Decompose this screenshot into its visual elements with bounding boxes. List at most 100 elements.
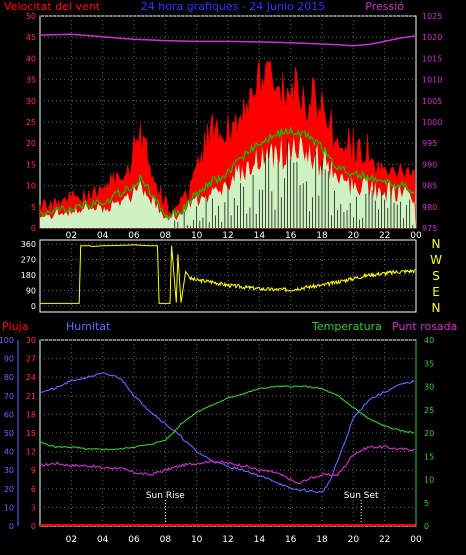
x-tick-label: 12 [222, 231, 233, 241]
x-tick-label: 00 [410, 535, 422, 545]
temperature-label: Temperatura [311, 320, 382, 333]
rain-y-tick-label: 27 [26, 355, 36, 364]
temperature-y-tick-label: 20 [424, 429, 434, 438]
wind-y-tick-label: 10 [26, 182, 36, 191]
direction-y-tick-label: 360 [21, 240, 36, 249]
x-tick-label: 22 [379, 535, 390, 545]
wind-average-series [39, 126, 415, 220]
x-tick-label: 20 [348, 231, 360, 241]
temperature-y-tick-label: 10 [424, 476, 434, 485]
wind-y-tick-label: 15 [26, 160, 36, 169]
compass-letter: E [432, 285, 440, 299]
rain-label: Pluja [2, 320, 28, 333]
direction-y-tick-label: 270 [21, 256, 36, 265]
x-tick-label: 04 [97, 231, 109, 241]
x-tick-label: 10 [191, 231, 203, 241]
pressure-y-tick-label: 1020 [422, 33, 442, 42]
x-tick-label: 02 [66, 535, 77, 545]
x-tick-label: 08 [160, 231, 172, 241]
temperature-series [39, 385, 415, 451]
pressure-y-tick-label: 1000 [422, 118, 442, 127]
dewpoint-series [39, 444, 415, 485]
compass-letter: S [432, 269, 440, 283]
wind-y-tick-label: 45 [26, 33, 36, 42]
direction-y-tick-label: 0 [31, 302, 36, 311]
temperature-y-tick-label: 35 [424, 359, 434, 368]
temperature-y-tick-label: 30 [424, 383, 434, 392]
dewpoint-label: Punt rosada [392, 320, 457, 333]
rain-y-tick-label: 18 [26, 410, 36, 419]
temperature-y-tick-label: 5 [424, 499, 429, 508]
pressure-y-tick-label: 985 [422, 182, 437, 191]
wind-speed-label: Velocitat del vent [4, 0, 101, 13]
compass-letter: N [432, 301, 441, 315]
direction-y-tick-label: 180 [21, 271, 36, 280]
humidity-y-tick-label: 70 [4, 392, 14, 401]
x-tick-label: 02 [66, 231, 77, 241]
x-tick-label: 10 [191, 535, 203, 545]
temperature-y-tick-label: 15 [424, 452, 434, 461]
sunset-label: Sun Set [344, 491, 379, 501]
x-tick-label: 00 [410, 231, 422, 241]
x-tick-label: 18 [316, 535, 328, 545]
rain-y-tick-label: 6 [31, 485, 36, 494]
x-tick-label: 06 [128, 231, 140, 241]
humidity-y-tick-label: 60 [4, 410, 14, 419]
x-tick-label: 12 [222, 535, 233, 545]
x-tick-label: 06 [128, 535, 140, 545]
humidity-y-tick-label: 80 [4, 373, 14, 382]
wind-y-tick-label: 25 [26, 118, 36, 127]
wind-y-tick-label: 40 [26, 54, 36, 63]
pressure-y-tick-label: 990 [422, 160, 437, 169]
pressure-y-tick-label: 1025 [422, 12, 442, 21]
wind-direction-series [40, 244, 416, 304]
x-tick-label: 18 [316, 231, 328, 241]
humidity-y-tick-label: 50 [4, 429, 14, 438]
x-tick-label: 16 [285, 535, 297, 545]
direction-y-tick-label: 90 [26, 287, 36, 296]
wind-y-tick-label: 20 [26, 139, 36, 148]
wind-y-tick-label: 30 [26, 97, 36, 106]
x-tick-label: 08 [160, 535, 172, 545]
temperature-y-tick-label: 0 [424, 522, 429, 531]
humidity-y-tick-label: 40 [4, 448, 14, 457]
humidity-y-tick-label: 30 [4, 466, 14, 475]
x-tick-label: 14 [254, 535, 266, 545]
x-tick-label: 14 [254, 231, 266, 241]
pressure-series [39, 33, 417, 47]
rain-y-tick-label: 12 [26, 448, 36, 457]
pressure-y-tick-label: 1005 [422, 97, 442, 106]
x-tick-label: 20 [348, 535, 360, 545]
pressure-y-tick-label: 1015 [422, 54, 442, 63]
wind-y-tick-label: 35 [26, 76, 36, 85]
pressure-y-tick-label: 980 [422, 203, 437, 212]
humidity-y-tick-label: 10 [4, 503, 14, 512]
sunrise-label: Sun Rise [146, 491, 185, 501]
temperature-y-tick-label: 25 [424, 406, 434, 415]
humidity-series [39, 372, 415, 494]
humidity-temperature-panel: 0102030405060708090100036912151821242730… [0, 336, 434, 545]
rain-y-tick-label: 21 [26, 392, 36, 401]
rain-y-tick-label: 30 [26, 336, 36, 345]
pressure-y-tick-label: 975 [422, 224, 437, 233]
rain-y-tick-label: 9 [31, 466, 36, 475]
x-tick-label: 04 [97, 535, 109, 545]
chart-title: 24 hora grafiques - 24 Junio 2015 [141, 0, 326, 13]
wind-direction-panel: 0 90 180 270 360 [21, 239, 417, 313]
pressure-label: Pressió [365, 0, 404, 13]
temperature-y-tick-label: 40 [424, 336, 434, 345]
humidity-y-tick-label: 90 [4, 355, 14, 364]
humidity-y-tick-label: 20 [4, 485, 14, 494]
rain-y-tick-label: 15 [26, 429, 36, 438]
rain-y-tick-label: 0 [31, 522, 36, 531]
rain-y-tick-label: 24 [26, 373, 36, 382]
compass-letter: N [432, 237, 441, 251]
humidity-y-tick-label: 100 [0, 336, 14, 345]
wind-y-tick-label: 5 [31, 203, 36, 212]
pressure-y-tick-label: 995 [422, 139, 437, 148]
compass-letter: W [430, 253, 442, 267]
humidity-y-tick-label: 0 [9, 522, 14, 531]
